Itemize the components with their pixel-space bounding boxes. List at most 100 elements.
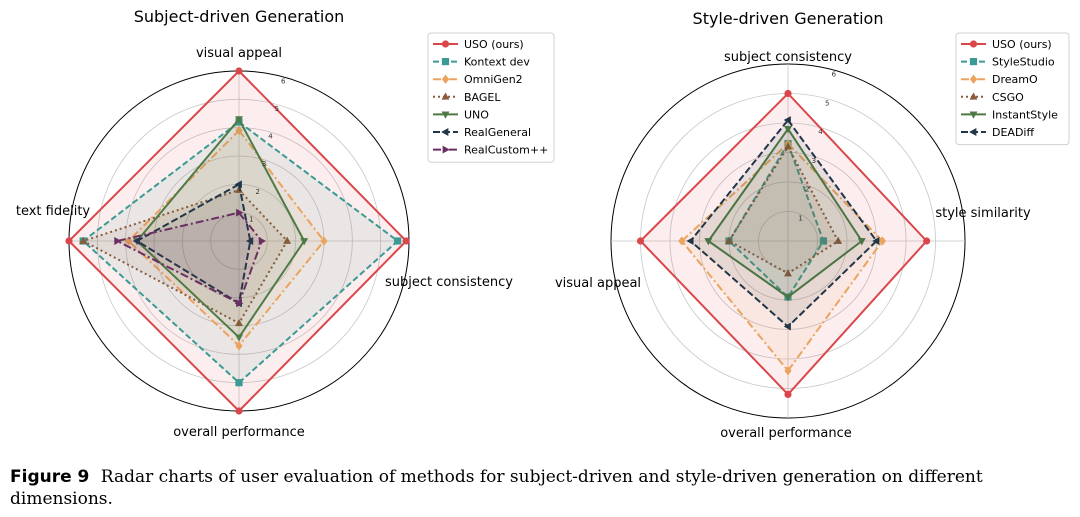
data-point <box>235 125 243 136</box>
series-uso-ours- <box>65 67 410 415</box>
series-fill <box>128 130 324 346</box>
data-point <box>783 322 791 331</box>
legend-label: USO (ours) <box>992 38 1052 51</box>
data-point <box>784 126 792 134</box>
legend-label: USO (ours) <box>464 38 524 51</box>
data-point <box>235 67 243 75</box>
data-point <box>636 237 645 245</box>
data-point <box>235 318 243 327</box>
legend-item: DreamO <box>961 73 1038 86</box>
legend-marker <box>969 92 978 100</box>
legend-marker <box>441 128 449 136</box>
data-point <box>923 237 931 245</box>
legend-label: Kontext dev <box>464 56 530 69</box>
axis-label: overall performance <box>720 426 852 441</box>
series-deadiff <box>686 116 880 331</box>
legend-label: DEADiff <box>992 126 1034 139</box>
series-fill <box>83 190 288 324</box>
legend-marker <box>441 92 450 100</box>
radial-tick-label: 1 <box>798 214 802 222</box>
legend-item: OmniGen2 <box>433 73 523 86</box>
series-fill <box>729 143 824 298</box>
data-point <box>678 236 686 246</box>
data-point <box>834 236 843 244</box>
legend-marker <box>441 74 450 84</box>
axis-label: visual appeal <box>555 276 641 291</box>
radial-tick-label: 3 <box>812 157 816 165</box>
legend-label: RealCustom++ <box>464 144 548 157</box>
radial-tick-label: 2 <box>805 186 809 194</box>
legend-label: StyleStudio <box>992 56 1055 69</box>
data-point <box>283 236 292 244</box>
legend-marker <box>969 128 977 136</box>
legend-label: RealGeneral <box>464 126 531 139</box>
legend-item: StyleStudio <box>961 56 1055 69</box>
legend-label: InstantStyle <box>992 108 1058 121</box>
series-fill <box>83 122 398 383</box>
radial-tick-label: 3 <box>262 160 266 168</box>
legend-item: RealCustom++ <box>433 144 548 157</box>
series-realcustom- <box>114 208 266 308</box>
series-uno <box>133 116 309 342</box>
series-bagel <box>79 185 292 327</box>
series-fill <box>137 184 251 304</box>
axis-label: visual appeal <box>196 46 282 61</box>
data-point <box>132 237 140 245</box>
radial-tick-label: 2 <box>256 188 260 196</box>
legend-marker <box>441 40 450 48</box>
legend-marker <box>969 40 978 48</box>
legend-item: USO (ours) <box>433 38 524 51</box>
data-point <box>79 236 88 244</box>
data-point <box>686 237 694 245</box>
legend-item: InstantStyle <box>961 108 1058 121</box>
radar-chart-2: Style-driven Generation 1 2 3 4 5 6 subject con… <box>555 9 1070 441</box>
data-point <box>784 142 792 150</box>
series-fill <box>729 146 839 274</box>
axis-label: subject consistency <box>385 275 513 290</box>
data-point <box>235 341 243 351</box>
series-fill <box>117 212 262 304</box>
data-point <box>234 180 242 189</box>
radial-tick-label: 6 <box>832 71 837 79</box>
data-point <box>235 407 243 415</box>
figure-caption: Figure 9 Radar charts of user evaluation… <box>10 466 1072 510</box>
data-point <box>394 237 402 245</box>
radial-tick-label: 5 <box>825 99 829 107</box>
legend-marker <box>441 58 450 66</box>
legend: USO (ours) StyleStudio DreamO CSGO InstantSt… <box>955 32 1070 146</box>
radial-tick-label: 6 <box>281 77 286 85</box>
legend-item: USO (ours) <box>961 38 1052 51</box>
data-point <box>235 334 243 342</box>
axis-label: style similarity <box>935 206 1031 221</box>
legend-item: UNO <box>433 108 489 121</box>
legend-marker <box>442 145 450 154</box>
data-point <box>857 238 866 246</box>
legend-frame <box>427 32 555 163</box>
data-point <box>246 237 254 245</box>
data-point <box>402 237 410 245</box>
axis-label: text fidelity <box>16 204 91 219</box>
radial-tick-label: 4 <box>268 133 273 141</box>
data-point <box>235 379 243 387</box>
series-fill <box>708 128 862 298</box>
data-point <box>704 238 713 246</box>
legend-marker <box>969 111 978 119</box>
series-fill <box>137 119 305 338</box>
chart-title: Subject-driven Generation <box>134 7 345 26</box>
figure-label: Figure 9 <box>10 467 90 487</box>
legend-item: Kontext dev <box>433 56 530 69</box>
legend-label: BAGEL <box>464 91 501 104</box>
data-point <box>872 237 880 245</box>
legend-label: CSGO <box>992 91 1024 104</box>
series-csgo <box>725 142 843 277</box>
data-point <box>236 299 244 308</box>
legend-label: UNO <box>464 108 489 121</box>
radar-charts-figure: Subject-driven Generation 1 2 3 4 5 6 visual ap… <box>16 7 1070 441</box>
legend-label: DreamO <box>992 73 1038 86</box>
data-point <box>258 237 266 245</box>
data-point <box>783 116 791 125</box>
data-point <box>235 116 243 124</box>
legend-item: RealGeneral <box>433 126 531 139</box>
series-instantstyle <box>704 126 866 302</box>
data-point <box>725 236 733 244</box>
